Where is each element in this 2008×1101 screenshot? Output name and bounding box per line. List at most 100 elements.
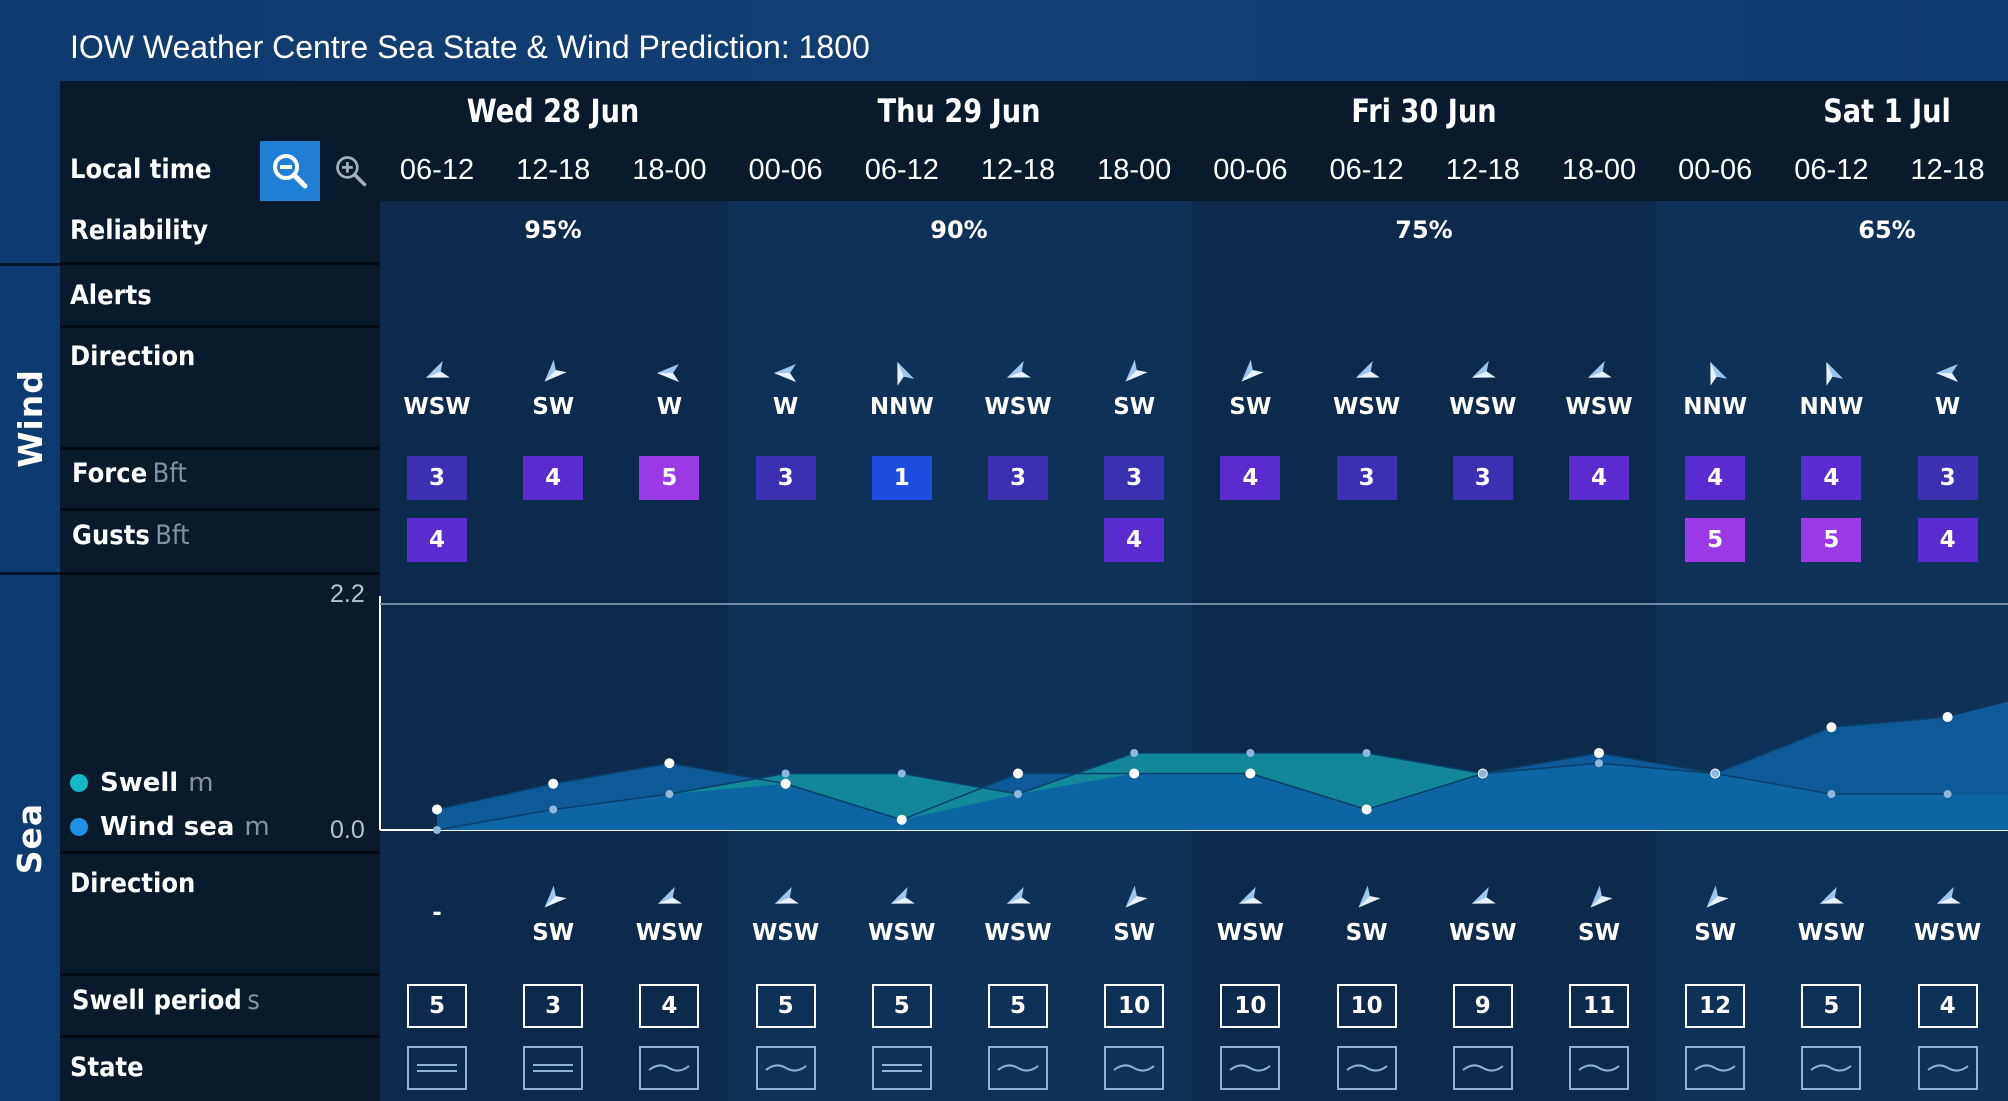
label-divider bbox=[60, 1035, 380, 1038]
force-badge: 4 bbox=[1685, 456, 1746, 500]
day-header: Wed 28 Jun bbox=[466, 92, 640, 130]
state-label: State bbox=[70, 1052, 144, 1083]
wind-direction-cell: WSW bbox=[392, 358, 482, 420]
force-badge: 4 bbox=[1220, 456, 1281, 500]
sea-direction-cell: WSW bbox=[624, 884, 714, 946]
swell-period-box: 5 bbox=[871, 984, 932, 1028]
sea-direction-cell: SW bbox=[508, 884, 598, 946]
wind-direction-text: NNW bbox=[1683, 394, 1748, 420]
gusts-badge: 5 bbox=[1801, 518, 1862, 562]
state-icon bbox=[871, 1046, 932, 1090]
wind-direction-text: W bbox=[1934, 394, 1961, 420]
sea-direction-text: WSW bbox=[868, 920, 936, 946]
swell-dominant-area bbox=[785, 773, 902, 820]
swell-period-box: 5 bbox=[988, 984, 1048, 1028]
wind-group-label: Wind bbox=[10, 369, 50, 468]
sea-arrow-icon bbox=[890, 886, 915, 904]
swell-area bbox=[437, 752, 2008, 830]
wind-arrow-icon bbox=[544, 359, 567, 382]
state-icon bbox=[1452, 1046, 1513, 1090]
wind-sea-point bbox=[1013, 768, 1023, 779]
zoom-out-icon bbox=[273, 154, 308, 189]
swell-period-box: 5 bbox=[755, 984, 816, 1028]
reliability-value: 75% bbox=[1395, 216, 1453, 244]
page-title: IOW Weather Centre Sea State & Wind Pred… bbox=[70, 29, 870, 65]
state-icon bbox=[407, 1046, 467, 1090]
wind-direction-text: SW bbox=[532, 394, 575, 420]
swell-dominant-area bbox=[1366, 752, 1483, 810]
gusts-badge: 4 bbox=[407, 518, 467, 562]
zoom-in-button[interactable] bbox=[328, 148, 374, 194]
wind-sea-point bbox=[1594, 747, 1604, 758]
wind-direction-cell: W bbox=[1903, 358, 1993, 420]
wind-sea-point bbox=[1245, 768, 1256, 779]
force-badge: 3 bbox=[407, 456, 467, 500]
sea-direction-cell: SW bbox=[1554, 884, 1644, 946]
time-slot: 00-06 bbox=[1213, 154, 1288, 186]
group-divider bbox=[0, 263, 60, 266]
swell-point bbox=[433, 826, 441, 834]
sea-arrow-icon bbox=[1358, 885, 1381, 908]
label-divider bbox=[60, 325, 380, 328]
gusts-badge: 4 bbox=[1104, 518, 1165, 562]
wind-arrow-icon bbox=[1125, 359, 1148, 382]
sea-direction-cell: WSW bbox=[1438, 884, 1528, 946]
force-badge: 3 bbox=[1104, 456, 1165, 500]
wind-direction-cell: NNW bbox=[857, 358, 947, 420]
wind-direction-cell: NNW bbox=[1670, 358, 1760, 420]
wind-arrow-icon bbox=[1241, 359, 1264, 382]
sea-arrow-icon bbox=[1471, 886, 1496, 904]
force-badge: 3 bbox=[988, 456, 1048, 500]
state-icon bbox=[988, 1046, 1048, 1090]
sea-arrow-icon bbox=[1706, 885, 1729, 908]
force-badge: 3 bbox=[755, 456, 816, 500]
swell-point bbox=[897, 769, 906, 778]
day-header: Sat 1 Jul bbox=[1823, 92, 1951, 130]
wind-direction-text: NNW bbox=[1799, 394, 1864, 420]
sea-direction-text: SW bbox=[1578, 920, 1620, 946]
day-band bbox=[380, 201, 728, 1101]
wind-arrow-icon bbox=[657, 364, 680, 382]
sea-direction-cell: WSW bbox=[973, 884, 1063, 946]
sea-arrow-icon bbox=[658, 886, 683, 904]
wind-sea-line bbox=[436, 716, 1948, 821]
wind-direction-cell: WSW bbox=[1438, 358, 1528, 420]
wind-arrow-icon bbox=[1587, 360, 1612, 378]
swell-point bbox=[1478, 769, 1487, 778]
sea-direction-cell: SW bbox=[1670, 884, 1760, 946]
header-background bbox=[380, 81, 2008, 201]
wind-direction-text: WSW bbox=[984, 394, 1052, 420]
state-icon bbox=[639, 1046, 700, 1090]
gusts-badge: 4 bbox=[1917, 518, 1978, 562]
wind-direction-text: WSW bbox=[1332, 394, 1401, 420]
wind-direction-cell: W bbox=[624, 358, 714, 420]
sea-arrow-icon bbox=[1590, 885, 1613, 908]
wind-arrow-icon bbox=[425, 360, 450, 378]
time-slot: 00-06 bbox=[748, 154, 823, 186]
swell-period-box: 5 bbox=[1801, 984, 1862, 1028]
wind-arrow-icon bbox=[1710, 361, 1728, 386]
reliability-value: 90% bbox=[930, 216, 988, 244]
label-divider bbox=[60, 572, 380, 575]
sea-direction-text: SW bbox=[1113, 920, 1156, 946]
swell-period-box: 11 bbox=[1569, 984, 1629, 1028]
sea-direction-text: WSW bbox=[751, 920, 820, 946]
wind-sea-point bbox=[780, 778, 791, 789]
sea-direction-text: WSW bbox=[1797, 920, 1866, 946]
wind-arrow-icon bbox=[1935, 364, 1958, 382]
wind-direction-cell: SW bbox=[508, 358, 598, 420]
swell-dot bbox=[70, 774, 88, 792]
state-icon bbox=[1801, 1046, 1862, 1090]
day-band bbox=[1656, 201, 2008, 1101]
day-band bbox=[728, 201, 1192, 1101]
sea-direction-text: SW bbox=[532, 920, 575, 946]
sea-direction-text: - bbox=[432, 900, 442, 926]
swell-dominant-area bbox=[1250, 752, 1367, 810]
wind-sea-point bbox=[1129, 768, 1140, 779]
wind-arrow-icon bbox=[1006, 360, 1031, 378]
wind-direction-text: SW bbox=[1113, 394, 1156, 420]
label-divider bbox=[60, 447, 380, 450]
wind-arrow-icon bbox=[897, 361, 914, 386]
zoom-out-button[interactable] bbox=[260, 141, 320, 201]
time-slot: 06-12 bbox=[1329, 154, 1404, 186]
